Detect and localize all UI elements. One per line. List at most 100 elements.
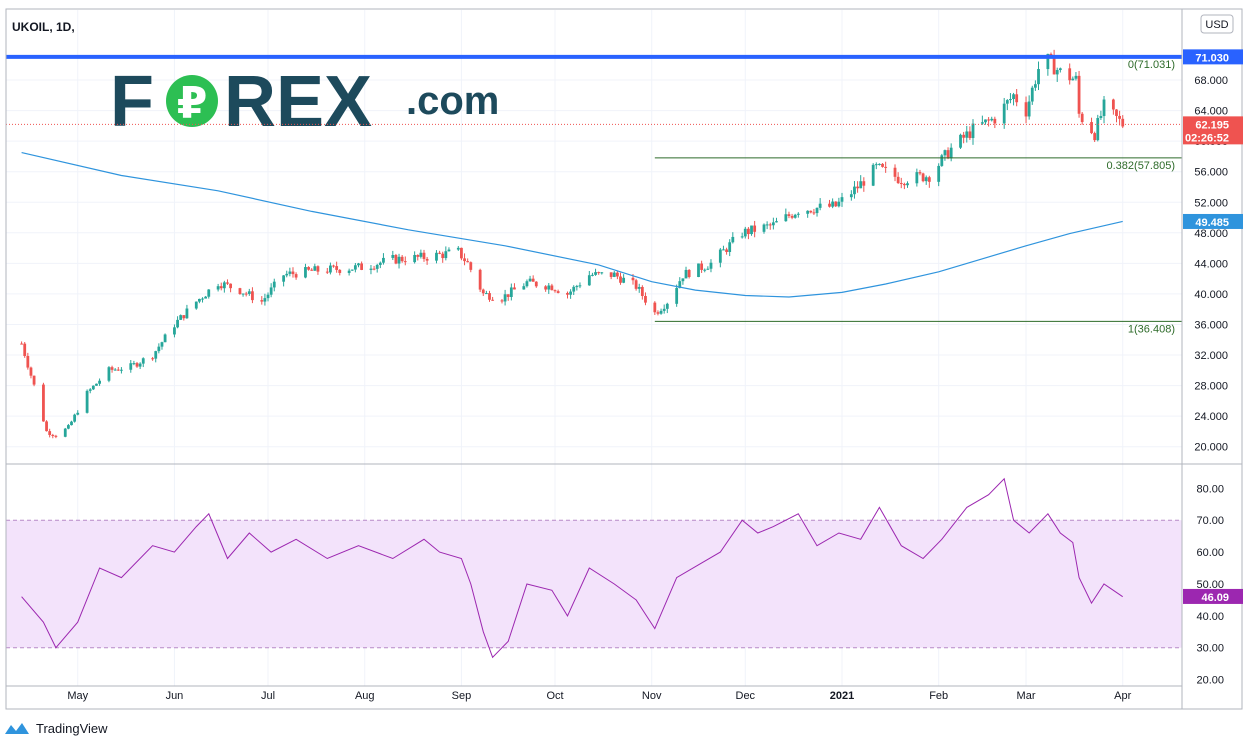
candle-body [382,258,385,263]
candle-body [198,299,201,302]
candle-body [435,253,438,261]
candle-body [33,376,36,385]
candle-body [151,358,154,359]
candle-body [572,287,575,292]
candle-body [881,164,884,167]
candle-body [120,370,123,371]
candle-body [725,249,728,252]
candle-body [641,287,644,296]
candle-body [273,282,276,288]
candle-body [217,286,220,289]
candle-body [491,300,494,301]
candle-body [504,294,507,301]
candle-body [438,253,441,254]
candle-body [1078,76,1081,114]
candle-body [1056,70,1059,74]
candle-body [682,278,685,281]
candle-body [906,183,909,185]
candle-body [42,385,45,422]
candle-body [55,436,58,437]
candle-body [482,290,485,294]
candle-body [1099,116,1102,118]
candle-body [990,119,993,120]
candle-body [675,288,678,304]
rsi-band [6,520,1182,648]
y-tick-label: 48.000 [1194,228,1228,240]
candle-body [182,315,185,318]
candle-body [950,148,953,159]
candle-body [332,266,335,267]
candle-body [463,258,466,261]
candle-body [959,135,962,148]
x-tick-label: Jul [261,690,275,702]
candle-body [348,271,351,273]
candle-body [245,294,248,295]
watermark-logo-coin: ₽ [177,78,208,129]
candle-body [51,435,54,436]
candle-body [925,177,928,181]
candle-body [30,368,33,376]
candle-body [710,263,713,269]
candle-body [862,181,865,185]
candle-body [753,226,756,232]
candle-body [706,269,709,270]
x-tick-label: May [67,690,88,702]
candle-body [594,272,597,275]
candle-body [114,370,117,371]
candle-body [1068,68,1071,80]
candle-body [248,291,251,294]
candle-body [884,167,887,168]
candle-body [370,269,373,270]
candle-body [1034,84,1037,88]
candle-body [466,261,469,262]
candle-body [632,278,635,280]
candle-body [806,211,809,214]
candle-body [772,222,775,225]
candle-body [398,257,401,264]
candle-body [557,291,560,293]
candle-body [875,164,878,165]
currency-badge[interactable]: USD [1201,15,1233,33]
candle-body [129,363,132,370]
candle-body [1059,68,1062,70]
y-tick-label: 24.000 [1194,411,1228,423]
x-tick-label: Aug [355,690,375,702]
candle-body [1031,88,1034,102]
candle-body [719,250,722,263]
candle-body [264,298,267,301]
candle-body [89,389,92,391]
candle-body [554,290,557,291]
rsi-y-tick-label: 40.00 [1196,611,1224,623]
last-price-tag-text: 62.195 [1195,119,1229,131]
fibonacci-level-label: 0.382(57.805) [1107,160,1176,172]
candle-body [413,255,416,262]
x-tick-label: Nov [642,690,662,702]
candle-body [488,293,491,300]
candle-body [944,150,947,155]
candle-body [794,215,797,218]
candle-body [968,131,971,138]
candle-body [984,119,987,122]
tradingview-brand[interactable]: TradingView [4,719,108,737]
candle-body [660,311,663,314]
candle-body [108,367,111,381]
candle-body [86,391,89,413]
x-tick-label: Sep [452,690,472,702]
candle-body [597,272,600,273]
x-tick-label: Mar [1017,690,1036,702]
candle-body [186,309,189,319]
candle-body [919,172,922,173]
candle-body [95,384,98,386]
candle-body [644,296,647,303]
candle-body [1015,94,1018,102]
candle-body [226,282,229,283]
candle-body [448,250,451,252]
candle-body [622,278,625,283]
y-tick-label: 40.000 [1194,289,1228,301]
candle-body [788,214,791,216]
candle-body [859,181,862,188]
watermark-logo-left: F [110,62,154,142]
rsi-y-tick-label: 60.00 [1196,547,1224,559]
candle-body [1103,100,1106,116]
